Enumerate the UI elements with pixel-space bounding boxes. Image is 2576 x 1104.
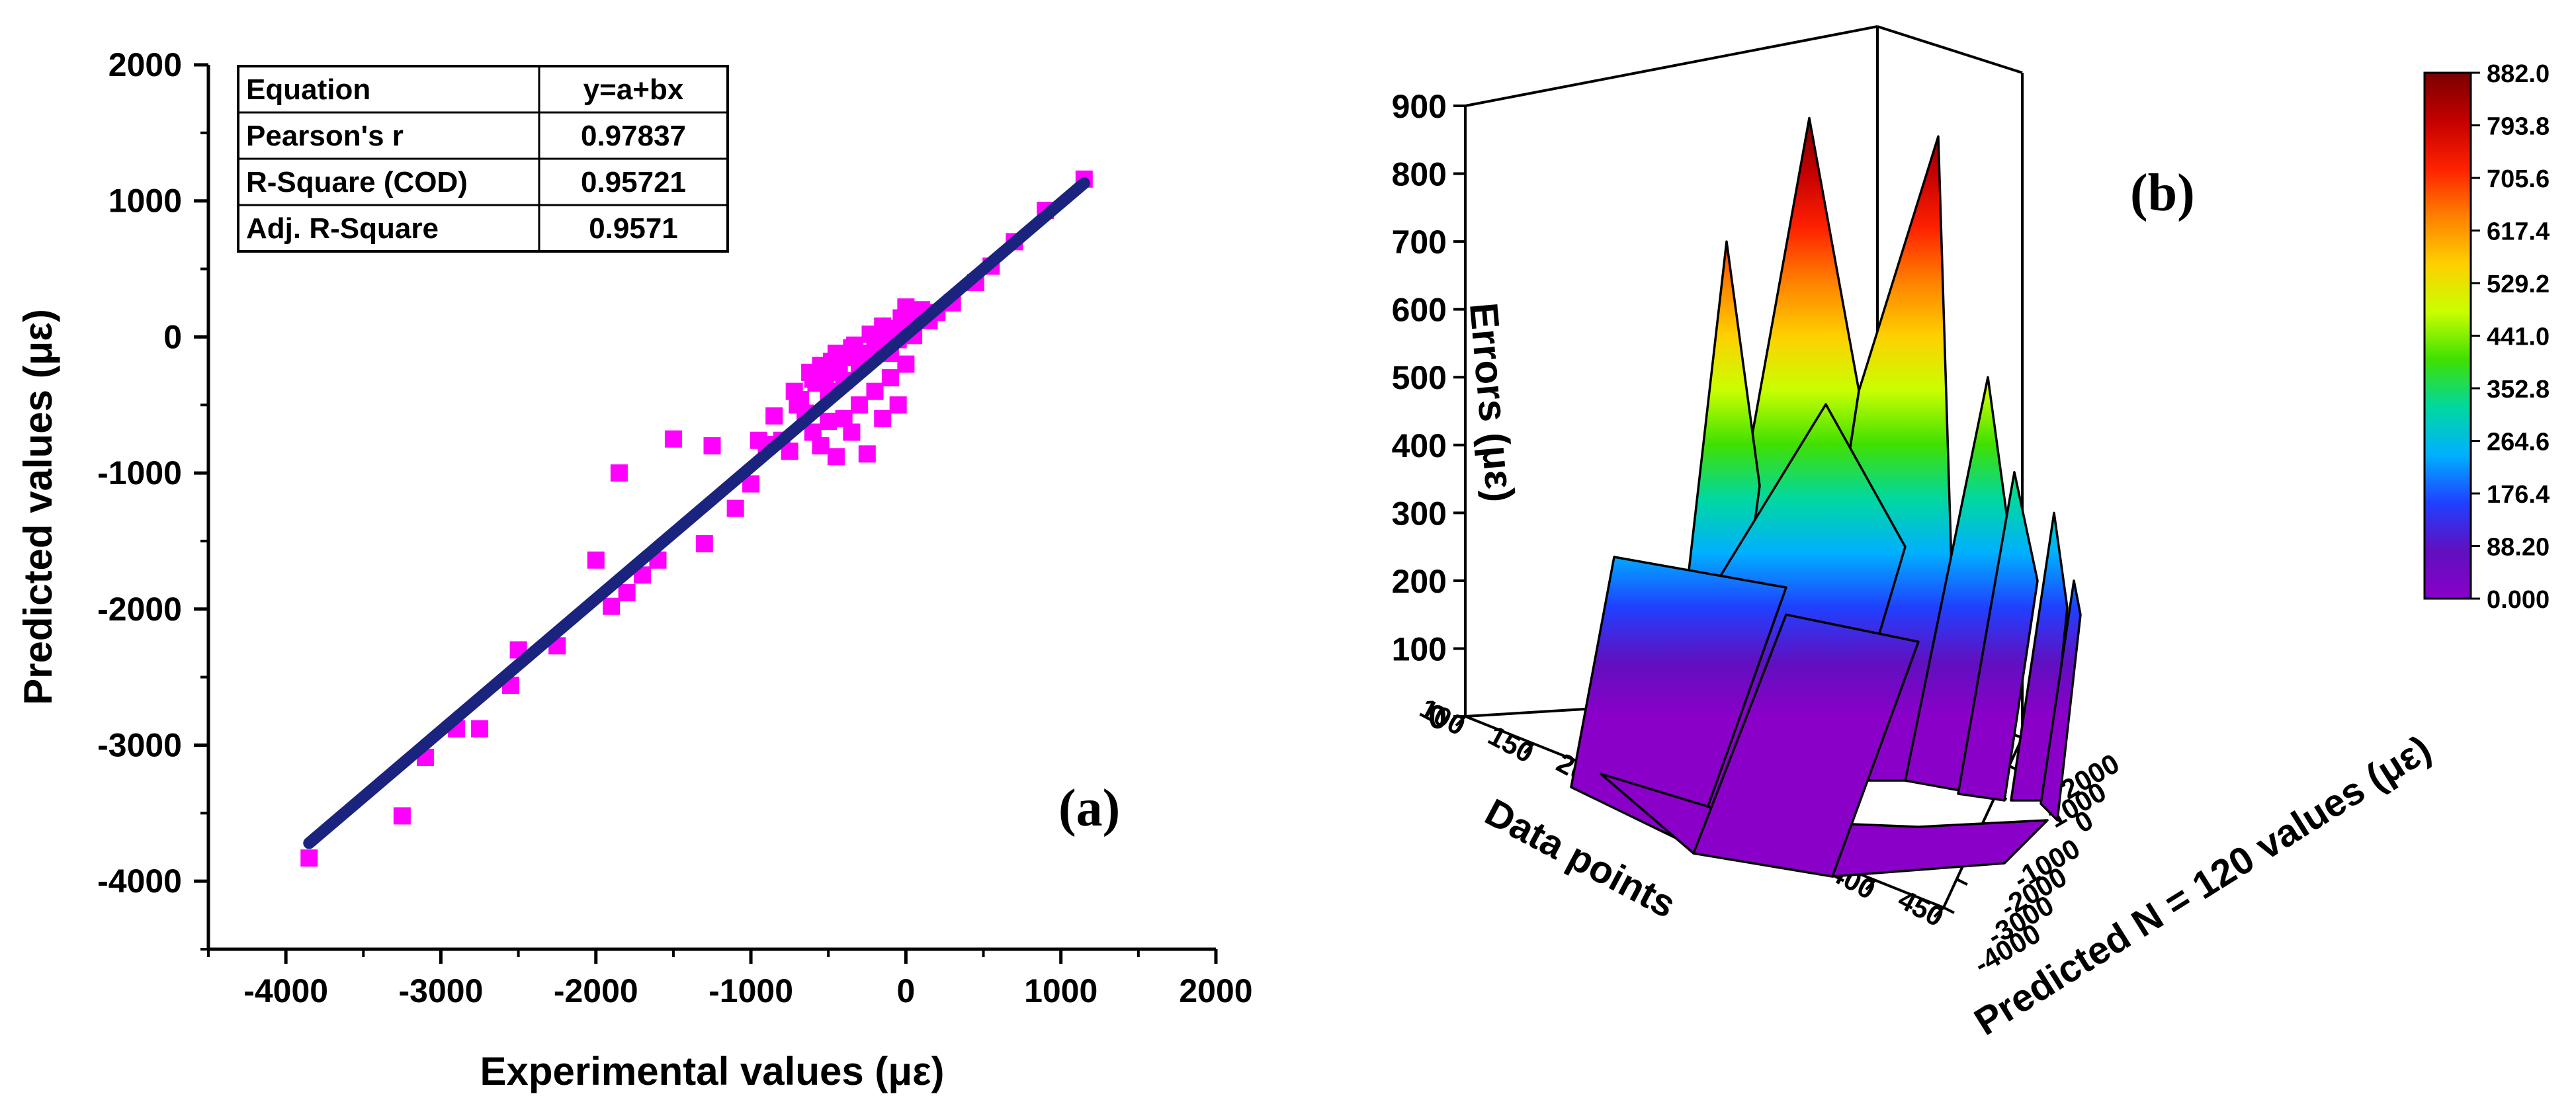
x-tick-label: -1000 bbox=[708, 972, 793, 1009]
y-tick-label: -3000 bbox=[97, 726, 182, 763]
scatter-point bbox=[820, 412, 837, 430]
scatter-point bbox=[587, 551, 605, 569]
scatter-point bbox=[664, 430, 682, 448]
fit-line bbox=[303, 177, 1090, 849]
z-tick-label: 300 bbox=[1392, 495, 1447, 532]
colorbar-label: 441.0 bbox=[2487, 323, 2550, 351]
scatter-point bbox=[703, 437, 721, 454]
y-axis-label: Predicted values (με) bbox=[16, 309, 60, 705]
x-tick-mark bbox=[1455, 715, 1467, 727]
colorbar-label: 617.4 bbox=[2487, 218, 2550, 246]
scatter-point bbox=[393, 807, 411, 825]
y-tick-label: -1000 bbox=[97, 454, 182, 491]
x-tick-label: 100 bbox=[1415, 693, 1471, 742]
stats-label: R-Square (COD) bbox=[246, 166, 468, 198]
panel-label-b: (b) bbox=[2130, 164, 2195, 222]
colorbar-label: 264.6 bbox=[2487, 429, 2550, 456]
scatter-point bbox=[726, 499, 744, 517]
colorbar bbox=[2423, 71, 2472, 600]
scatter-point bbox=[897, 355, 915, 373]
z-tick-label: 400 bbox=[1392, 427, 1447, 464]
stats-label: Pearson's r bbox=[246, 120, 404, 152]
scatter-point bbox=[603, 597, 621, 615]
scatter-point bbox=[618, 584, 636, 602]
colorbar-label: 529.2 bbox=[2487, 271, 2550, 298]
colorbar-label: 176.4 bbox=[2487, 481, 2550, 509]
scatter-point bbox=[695, 535, 713, 553]
scatter-point bbox=[858, 445, 876, 463]
y-tick-label: 1000 bbox=[108, 183, 182, 220]
scatter-point bbox=[889, 396, 907, 414]
scatter-point bbox=[830, 363, 848, 381]
y-tick-label: 2000 bbox=[108, 46, 182, 83]
scatter-point bbox=[765, 407, 783, 425]
surface-facet bbox=[2039, 579, 2082, 822]
top-right-edge bbox=[1877, 25, 2023, 74]
scatter-point bbox=[300, 849, 318, 867]
x-tick-label: -2000 bbox=[554, 972, 638, 1009]
scatter-point bbox=[843, 423, 861, 441]
z-tick-label: 0 bbox=[1428, 699, 1447, 736]
z-tick-label: 900 bbox=[1392, 88, 1447, 125]
scatter-point bbox=[812, 437, 830, 454]
z-tick-label: 600 bbox=[1392, 292, 1447, 329]
surface-facet bbox=[1957, 471, 2039, 802]
scatter-point bbox=[866, 382, 884, 400]
z-tick-label: 500 bbox=[1392, 359, 1447, 396]
y-tick-label: 0 bbox=[163, 318, 182, 355]
x-tick-label: -3000 bbox=[399, 972, 484, 1009]
scatter-point bbox=[827, 448, 845, 466]
stats-value: 0.9571 bbox=[589, 212, 678, 245]
z-tick-label: 200 bbox=[1392, 563, 1447, 600]
panel-label-a: (a) bbox=[1058, 779, 1120, 837]
x-tick-mark bbox=[1933, 906, 1945, 918]
stats-label: Adj. R-Square bbox=[246, 212, 439, 245]
x-tick-label: 0 bbox=[896, 972, 915, 1009]
y-tick-label: -4000 bbox=[97, 863, 182, 900]
colorbar-label: 0.000 bbox=[2487, 586, 2550, 614]
stats-table: Equation y=a+bx Pearson's r 0.97837 R-Square… bbox=[237, 65, 729, 253]
y-tick-mark bbox=[1955, 878, 1968, 886]
scatter-point bbox=[792, 391, 810, 409]
x-tick-mark bbox=[1865, 879, 1877, 891]
z-tick-label: 100 bbox=[1392, 630, 1447, 667]
stats-value: y=a+bx bbox=[583, 73, 684, 106]
x-tick-mark bbox=[1523, 742, 1535, 754]
colorbar-label: 705.6 bbox=[2487, 165, 2550, 193]
z-axis-label: Errors (με) bbox=[1461, 301, 1523, 504]
top-left-edge bbox=[1465, 25, 1878, 107]
x-tick-label: 2000 bbox=[1179, 972, 1252, 1009]
y-tick-label: -2000 bbox=[97, 591, 182, 628]
z-tick-label: 700 bbox=[1392, 224, 1447, 261]
y-tick-mark bbox=[1943, 906, 1955, 914]
x-tick-label: -4000 bbox=[243, 972, 328, 1009]
scatter-point bbox=[851, 396, 869, 414]
scatter-point bbox=[471, 720, 489, 738]
scatter-chart: -4000 -3000 -2000 -1000 0 1000 2000 -4000 -3000 -… bbox=[16, 46, 1253, 1093]
colorbar-label: 882.0 bbox=[2487, 60, 2550, 88]
surface-facet bbox=[1692, 613, 1920, 878]
x-tick-label: 1000 bbox=[1024, 972, 1097, 1009]
stats-value: 0.95721 bbox=[581, 166, 686, 198]
x-axis-label: Experimental values (με) bbox=[480, 1049, 944, 1093]
scatter-point bbox=[874, 409, 892, 427]
surface-facet bbox=[1570, 556, 1787, 848]
scatter-point bbox=[853, 345, 871, 362]
stats-value: 0.97837 bbox=[581, 120, 686, 152]
scatter-point bbox=[892, 309, 910, 327]
scatter-point bbox=[610, 464, 628, 482]
colorbar-label: 88.20 bbox=[2487, 534, 2550, 562]
z-tick-label: 800 bbox=[1392, 156, 1447, 193]
colorbar-label: 793.8 bbox=[2487, 113, 2550, 141]
colorbar-label: 352.8 bbox=[2487, 376, 2550, 403]
scatter-point bbox=[881, 369, 899, 387]
stats-label: Equation bbox=[246, 73, 370, 106]
surface bbox=[1570, 116, 2082, 878]
